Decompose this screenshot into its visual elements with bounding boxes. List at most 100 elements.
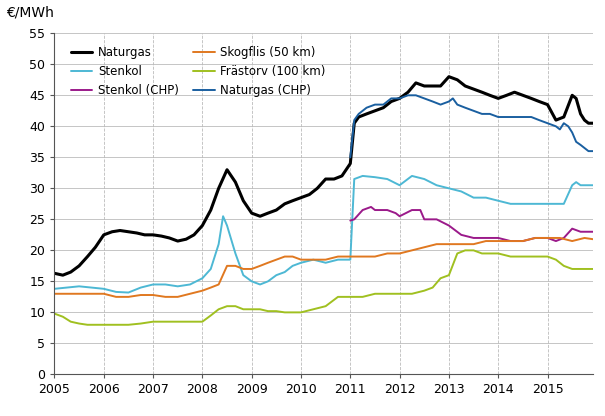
Naturgas [298, 195, 305, 200]
Naturgas (CHP) [347, 155, 354, 160]
Naturgas (CHP) [519, 114, 526, 119]
Stenkol [396, 183, 404, 188]
Frästorv (100 km) [257, 307, 264, 312]
Frästorv (100 km) [408, 291, 416, 296]
Skogflis (50 km) [264, 260, 272, 265]
Naturgas (CHP) [511, 114, 518, 119]
Naturgas (CHP) [445, 99, 453, 104]
Stenkol [51, 286, 58, 291]
Stenkol [384, 176, 391, 181]
Naturgas [133, 230, 140, 235]
Stenkol [359, 173, 366, 178]
Naturgas (CHP) [420, 96, 428, 101]
Stenkol (CHP) [396, 214, 404, 219]
Skogflis (50 km) [273, 257, 280, 262]
Naturgas (CHP) [552, 124, 560, 129]
Stenkol (CHP) [532, 235, 539, 240]
Line: Naturgas (CHP): Naturgas (CHP) [350, 95, 593, 157]
Naturgas (CHP) [495, 114, 502, 119]
Naturgas (CHP) [560, 121, 567, 126]
Frästorv (100 km) [589, 267, 597, 272]
Stenkol (CHP) [445, 223, 453, 228]
Skogflis (50 km) [495, 238, 502, 243]
Skogflis (50 km) [347, 254, 354, 259]
Frästorv (100 km) [429, 285, 436, 290]
Naturgas (CHP) [503, 114, 510, 119]
Naturgas [544, 102, 551, 107]
Skogflis (50 km) [532, 235, 539, 240]
Line: Frästorv (100 km): Frästorv (100 km) [54, 250, 593, 325]
Skogflis (50 km) [76, 291, 83, 296]
Stenkol (CHP) [351, 217, 358, 222]
Naturgas (CHP) [569, 130, 576, 135]
Skogflis (50 km) [137, 292, 145, 297]
Naturgas (CHP) [535, 118, 543, 123]
Skogflis (50 km) [298, 257, 305, 262]
Frästorv (100 km) [84, 322, 91, 327]
Naturgas (CHP) [462, 105, 469, 110]
Stenkol (CHP) [585, 229, 592, 234]
Naturgas (CHP) [388, 96, 395, 101]
Stenkol (CHP) [433, 217, 440, 222]
Text: €/MWh: €/MWh [6, 6, 54, 20]
Naturgas [589, 121, 597, 126]
Stenkol (CHP) [560, 235, 567, 240]
Stenkol (CHP) [392, 210, 399, 215]
Skogflis (50 km) [384, 251, 391, 256]
Skogflis (50 km) [396, 251, 404, 256]
Skogflis (50 km) [125, 295, 132, 300]
Stenkol (CHP) [384, 208, 391, 213]
Naturgas [232, 180, 239, 185]
Skogflis (50 km) [335, 254, 342, 259]
Naturgas (CHP) [581, 146, 588, 151]
Naturgas [191, 233, 198, 238]
Stenkol [174, 284, 182, 289]
Naturgas (CHP) [363, 105, 370, 110]
Naturgas (CHP) [450, 96, 457, 101]
Legend: Naturgas, Stenkol, Stenkol (CHP), Skogflis (50 km), Frästorv (100 km), Naturgas : Naturgas, Stenkol, Stenkol (CHP), Skogfl… [71, 46, 326, 97]
Stenkol (CHP) [359, 208, 366, 213]
Skogflis (50 km) [519, 238, 526, 243]
Naturgas (CHP) [429, 99, 436, 104]
Skogflis (50 km) [470, 242, 477, 247]
Skogflis (50 km) [581, 235, 588, 240]
Skogflis (50 km) [556, 235, 563, 240]
Line: Skogflis (50 km): Skogflis (50 km) [54, 238, 593, 297]
Naturgas (CHP) [454, 102, 461, 107]
Skogflis (50 km) [281, 254, 289, 259]
Skogflis (50 km) [88, 291, 95, 296]
Skogflis (50 km) [113, 295, 120, 300]
Skogflis (50 km) [445, 242, 453, 247]
Frästorv (100 km) [371, 291, 379, 296]
Naturgas [445, 74, 453, 79]
Skogflis (50 km) [215, 282, 222, 287]
Naturgas (CHP) [564, 124, 572, 129]
Naturgas (CHP) [351, 118, 358, 123]
Frästorv (100 km) [462, 248, 469, 253]
Stenkol (CHP) [417, 208, 424, 213]
Naturgas (CHP) [371, 102, 379, 107]
Naturgas (CHP) [404, 93, 411, 98]
Frästorv (100 km) [51, 311, 58, 316]
Stenkol (CHP) [552, 238, 560, 243]
Skogflis (50 km) [569, 238, 576, 243]
Naturgas (CHP) [380, 102, 387, 107]
Naturgas (CHP) [412, 93, 419, 98]
Stenkol (CHP) [589, 229, 597, 234]
Skogflis (50 km) [149, 292, 157, 297]
Stenkol (CHP) [371, 208, 379, 213]
Skogflis (50 km) [322, 257, 329, 262]
Stenkol (CHP) [544, 235, 551, 240]
Skogflis (50 km) [100, 291, 108, 296]
Line: Stenkol: Stenkol [54, 176, 593, 292]
Naturgas (CHP) [585, 149, 592, 154]
Naturgas (CHP) [589, 149, 597, 154]
Stenkol [264, 279, 272, 284]
Stenkol (CHP) [569, 226, 576, 231]
Skogflis (50 km) [199, 288, 206, 293]
Naturgas [363, 111, 370, 116]
Skogflis (50 km) [420, 245, 428, 250]
Naturgas (CHP) [556, 127, 563, 132]
Naturgas (CHP) [528, 114, 535, 119]
Stenkol [445, 186, 453, 191]
